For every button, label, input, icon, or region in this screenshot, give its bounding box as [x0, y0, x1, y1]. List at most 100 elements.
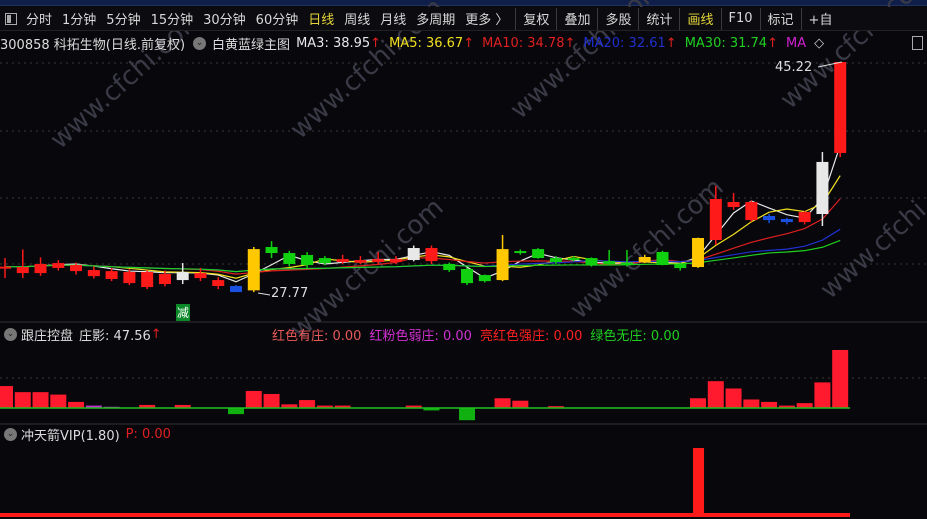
- indicator1-bar: [778, 405, 795, 408]
- indicator1-name[interactable]: 跟庄控盘: [21, 329, 74, 344]
- candle-body: [389, 259, 402, 263]
- chevron-down-icon[interactable]: ⌄: [4, 328, 17, 341]
- divider: [800, 7, 802, 30]
- candle-body: [585, 258, 598, 266]
- indicator1-value: 庄影: 47.56: [79, 329, 151, 344]
- tab-period-10[interactable]: 更多 〉: [465, 13, 509, 28]
- arrow-up-icon: ↑: [665, 35, 677, 51]
- indicator2-header: ⌄ 冲天箭VIP(1.80) P: 0.00: [2, 425, 171, 444]
- candle-body: [603, 261, 616, 264]
- candle-body: [461, 268, 474, 284]
- indicator1-bar: [32, 392, 49, 408]
- arrow-up-icon: ↑: [463, 35, 475, 51]
- indicator1-legend-item: 亮红色强庄: 0.00: [479, 329, 583, 344]
- divider: [556, 7, 558, 30]
- indicator1-bar: [281, 404, 298, 408]
- more-icon[interactable]: ◇: [814, 35, 825, 51]
- tab-period-3[interactable]: 15分钟: [150, 13, 194, 28]
- indicator1-bar: [761, 401, 778, 408]
- indicator1-bar: [228, 408, 245, 415]
- indicator2-signal-bar: [693, 448, 705, 515]
- candle-body: [212, 280, 225, 287]
- indicator1-bar: [50, 394, 67, 408]
- candle-body: [780, 219, 793, 223]
- panel-toggle-icon[interactable]: [5, 12, 17, 25]
- tab-period-1[interactable]: 1分钟: [62, 13, 97, 28]
- divider: [597, 7, 599, 30]
- candle-body: [354, 260, 367, 263]
- tab-period-8[interactable]: 月线: [380, 13, 407, 28]
- candle-body: [265, 246, 278, 254]
- divider: [720, 7, 722, 30]
- tool-button-7[interactable]: +自: [808, 13, 833, 28]
- indicator1-bar: [832, 350, 849, 408]
- tool-button-3[interactable]: 统计: [646, 13, 673, 28]
- period-toolbar: 分时 1分钟 5分钟 15分钟 30分钟 60分钟 日线 周线 月线 多周期 更多 〉 复权 叠加 多股…: [0, 7, 927, 31]
- tool-button-6[interactable]: 标记: [767, 13, 794, 28]
- chevron-down-icon[interactable]: ⌄: [4, 428, 17, 441]
- tab-period-9[interactable]: 多周期: [416, 13, 456, 28]
- indicator1-bar: [245, 390, 262, 408]
- indicator1-bar: [316, 405, 333, 408]
- chevron-down-icon[interactable]: ⌄: [193, 36, 207, 50]
- candle-body: [763, 215, 776, 221]
- tab-period-5[interactable]: 60分钟: [255, 13, 299, 28]
- tool-button-2[interactable]: 多股: [605, 13, 632, 28]
- indicator1-bar: [494, 398, 511, 408]
- ma-legend-item: MA10: 34.78: [482, 35, 565, 51]
- candle-body: [425, 248, 438, 262]
- candle-body: [656, 251, 669, 266]
- indicator1-legend-item: 红粉色弱庄: 0.00: [369, 329, 472, 344]
- high-price-label: 45.22: [775, 60, 813, 75]
- divider: [515, 7, 517, 30]
- arrow-up-icon: ↑: [150, 327, 162, 342]
- ma-legend-item: MA30: 31.74: [684, 35, 768, 51]
- candle-body: [549, 258, 562, 263]
- candle-body: [283, 253, 296, 264]
- tool-button-5[interactable]: F10: [728, 11, 753, 26]
- indicator1-bar: [139, 404, 156, 408]
- tool-button-4[interactable]: 画线: [687, 13, 714, 28]
- indicator1-legend: 红色有庄: 0.00 红粉色弱庄: 0.00 亮红色强庄: 0.00 绿色无庄: 0.…: [272, 325, 688, 344]
- indicator1-bar: [0, 386, 13, 408]
- tool-button-0[interactable]: 复权: [523, 13, 550, 28]
- template-name[interactable]: 白黄蓝绿主图: [212, 37, 291, 53]
- indicator1-bar: [796, 403, 813, 408]
- arrow-up-icon: ↑: [564, 35, 576, 51]
- indicator1-bar: [512, 400, 529, 408]
- ma-legend: MA3: 38.95 ↑ MA5: 36.67 ↑ MA10: 34.78 ↑ MA20: …: [296, 36, 808, 51]
- candle-body: [620, 262, 633, 265]
- tab-period-6[interactable]: 日线: [308, 13, 335, 28]
- candle-body: [745, 202, 758, 221]
- indicator1-legend-item: 绿色无庄: 0.00: [590, 329, 680, 344]
- period-tabs: 分时 1分钟 5分钟 15分钟 30分钟 60分钟 日线 周线 月线 多周期 更多 〉: [21, 9, 513, 28]
- candle-body: [141, 272, 154, 288]
- indicator1-bar: [459, 408, 476, 421]
- window-top-stripe: [0, 0, 927, 6]
- indicator2-name[interactable]: 冲天箭VIP(1.80): [21, 429, 120, 444]
- chart-info-row: 300858 科拓生物(日线.前复权) ⌄ 白黄蓝绿主图 MA3: 38.95 ↑…: [0, 32, 927, 54]
- tool-button-1[interactable]: 叠加: [564, 13, 591, 28]
- candle-body: [194, 273, 207, 279]
- indicator2-baseline: [0, 513, 850, 517]
- candle-body: [478, 275, 491, 282]
- candle-body: [372, 259, 385, 263]
- arrow-up-icon: ↑: [370, 35, 382, 51]
- indicator1-bar: [299, 400, 316, 408]
- ma-legend-item: MA20: 32.61: [583, 35, 666, 51]
- candle-body: [176, 272, 189, 281]
- expand-icon[interactable]: [912, 36, 923, 50]
- tab-period-0[interactable]: 分时: [26, 13, 53, 28]
- candle-body: [230, 286, 243, 293]
- ma-legend-item: MA: [785, 35, 807, 51]
- candle-body: [123, 272, 136, 284]
- candle-body: [247, 249, 260, 291]
- candle-body: [816, 161, 829, 215]
- candle-body: [443, 263, 456, 271]
- tab-period-4[interactable]: 30分钟: [203, 13, 246, 28]
- indicator1-bar: [14, 392, 31, 408]
- candle-body: [514, 251, 527, 254]
- indicator1-bar: [85, 405, 102, 408]
- tab-period-7[interactable]: 周线: [344, 13, 371, 28]
- tab-period-2[interactable]: 5分钟: [106, 13, 141, 28]
